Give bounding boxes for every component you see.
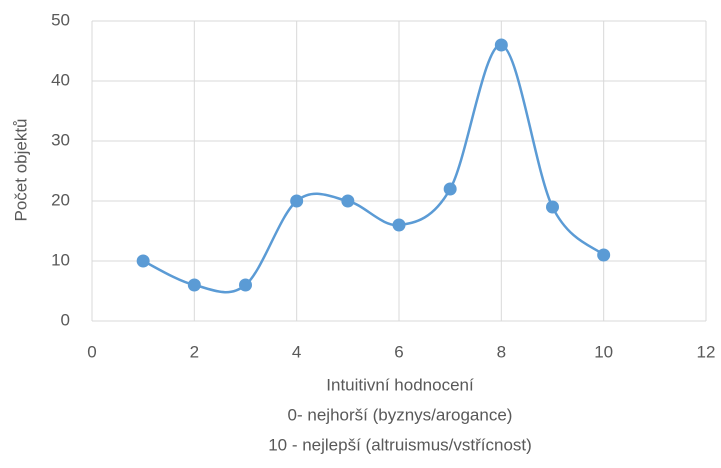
marker xyxy=(392,218,406,232)
marker xyxy=(597,248,611,262)
marker xyxy=(239,278,252,292)
y-tick-label: 10 xyxy=(51,250,70,269)
marker xyxy=(341,194,355,208)
y-tick-label: 40 xyxy=(51,70,70,89)
y-tick-label: 20 xyxy=(51,190,70,209)
series-line xyxy=(142,43,605,294)
x-axis-title: 10 - nejlepší (altruismus/vstřícnost) xyxy=(268,435,532,454)
y-axis-title: Počet objektů xyxy=(11,118,30,221)
marker xyxy=(546,200,559,214)
x-tick-label: 12 xyxy=(697,342,716,361)
marker xyxy=(290,194,304,208)
marker xyxy=(187,278,201,292)
y-tick-label: 0 xyxy=(61,310,70,329)
x-tick-label: 0 xyxy=(87,342,96,361)
x-tick-label: 10 xyxy=(594,342,613,361)
x-tick-label: 6 xyxy=(394,342,403,361)
marker xyxy=(494,38,508,52)
x-axis-title: 0- nejhorší (byznys/arogance) xyxy=(288,405,513,424)
marker xyxy=(443,182,457,196)
y-tick-label: 50 xyxy=(51,10,70,29)
x-axis-title: Intuitivní hodnocení xyxy=(326,375,474,394)
x-tick-label: 4 xyxy=(292,342,301,361)
x-tick-label: 8 xyxy=(497,342,506,361)
marker xyxy=(136,254,150,268)
x-tick-label: 2 xyxy=(190,342,199,361)
y-tick-label: 30 xyxy=(51,130,70,149)
